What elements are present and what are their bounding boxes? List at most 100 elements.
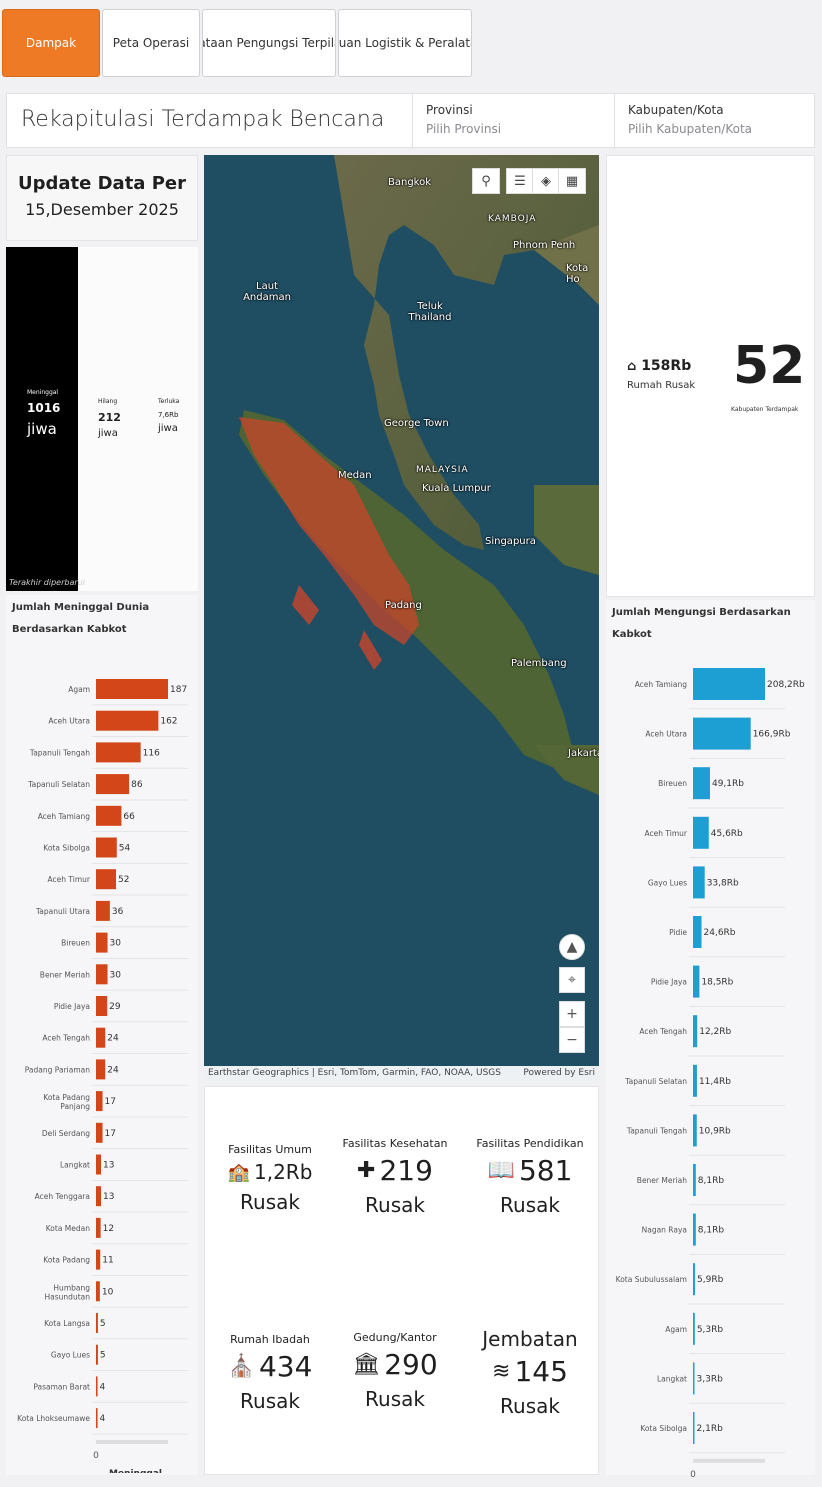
compass-button[interactable]: ▲ (559, 934, 585, 960)
value-label: 8,1Rb (698, 1226, 725, 1236)
provinsi-label: Provinsi (426, 103, 473, 117)
map-view[interactable]: Bangkok KAMBOJA Phnom Penh Kota Ho Laut … (204, 155, 599, 1082)
value-label: 12 (103, 1224, 114, 1234)
bar (693, 1164, 696, 1196)
zoom-in-button[interactable]: + (559, 1001, 585, 1027)
value-label: 30 (110, 970, 122, 980)
rumah-value-text: 158Rb (641, 358, 692, 374)
category-label: Langkat (657, 1374, 687, 1383)
meninggal-chart-panel: Jumlah Meninggal Dunia Berdasarkan Kabko… (6, 595, 198, 1487)
last-updated: Terakhir diperbarui (9, 578, 85, 587)
value-label: 4 (100, 1414, 106, 1424)
value-label: 162 (160, 717, 177, 727)
map-labels: Bangkok KAMBOJA Phnom Penh Kota Ho Laut … (204, 155, 599, 1082)
facility-title: Rumah Ibadah (230, 1333, 310, 1346)
category-label: Kota Padang Panjang (43, 1093, 90, 1111)
category-label: Agam (665, 1325, 687, 1334)
bar (693, 1312, 695, 1345)
bar (693, 1064, 697, 1097)
value-label: 36 (112, 907, 124, 917)
value-label: 187 (170, 685, 187, 695)
map-label: Bangkok (388, 177, 432, 188)
axis-scrollbar (96, 1439, 168, 1444)
value-label: 12,2Rb (699, 1027, 731, 1037)
category-label: Aceh Timur (645, 829, 688, 838)
map-layers-button[interactable]: ◈ (532, 168, 560, 194)
value-label: 8,1Rb (698, 1176, 725, 1186)
value-label: 29 (109, 1002, 121, 1012)
value-label: 24,6Rb (704, 928, 736, 938)
bar (693, 717, 751, 750)
kabupaten-terdampak-value: 52 (733, 336, 806, 396)
value-label: 11 (102, 1256, 113, 1266)
bar (693, 866, 705, 899)
facility-status: Rusak (365, 1387, 425, 1411)
map-label: MALAYSIA (416, 465, 469, 475)
value-label: 5,3Rb (697, 1325, 724, 1335)
bar (693, 916, 702, 948)
facility-value: 🏫 1,2Rb (205, 1160, 335, 1184)
terluka-value: 7,6Rb (158, 411, 179, 419)
category-label: Pidie Jaya (651, 978, 687, 987)
category-label: Kota Sibolga (43, 844, 90, 853)
category-label-line: Humbang (53, 1283, 90, 1292)
category-label-line: Kota Padang (43, 1093, 90, 1102)
facility-value: 📖 581 (465, 1154, 595, 1187)
value-label: 208,2Rb (767, 680, 805, 690)
bar (693, 1213, 696, 1246)
facility-card: Fasilitas Pendidikan 📖 581 Rusak (465, 1137, 595, 1217)
list-icon: ☰ (514, 173, 526, 189)
value-label: 17 (105, 1129, 116, 1139)
category-label: Kota Padang (43, 1256, 90, 1265)
map-legend-button[interactable]: ☰ (506, 168, 534, 194)
category-label: Tapanuli Tengah (29, 748, 90, 757)
bar (96, 964, 108, 985)
map-label: Medan (338, 470, 372, 481)
value-label: 18,5Rb (701, 978, 733, 988)
update-date: 15,Desember 2025 (25, 200, 179, 219)
facility-status: Rusak (240, 1190, 300, 1214)
tab-peta-operasi[interactable]: Peta Operasi (102, 9, 200, 77)
value-label: 5 (100, 1319, 106, 1329)
facility-value-text: 219 (379, 1154, 433, 1187)
bar (96, 774, 130, 795)
meninggal-unit: jiwa (27, 420, 57, 438)
provinsi-select[interactable]: Provinsi Pilih Provinsi (412, 94, 614, 147)
bar (96, 996, 108, 1016)
facility-status: Rusak (500, 1394, 560, 1418)
tab-pendataan-pengungsi[interactable]: Pendataan Pengungsi Terpilah (202, 9, 336, 77)
powered-by-link[interactable]: Powered by Esri (523, 1068, 595, 1078)
category-label: Agam (68, 685, 90, 694)
map-search-button[interactable]: ⚲ (472, 168, 500, 194)
locate-button[interactable]: ⌖ (559, 967, 585, 993)
compass-icon: ▲ (566, 939, 578, 955)
bar (693, 1362, 695, 1395)
kabkota-select[interactable]: Kabupaten/Kota Pilih Kabupaten/Kota (614, 94, 814, 147)
kabkota-placeholder: Pilih Kabupaten/Kota (628, 122, 753, 136)
zoom-out-button[interactable]: − (559, 1027, 585, 1053)
tab-dampak[interactable]: Dampak (2, 9, 100, 77)
meninggal-value: 1016 (27, 401, 61, 415)
axis-tick-label: 0 (690, 1470, 696, 1480)
value-label: 11,4Rb (699, 1077, 731, 1087)
kabupaten-terdampak-label: Kabupaten Terdampak (731, 406, 799, 413)
value-label: 10,9Rb (699, 1126, 731, 1136)
category-label: Kota Medan (46, 1224, 90, 1233)
bar (693, 816, 709, 849)
map-basemap-button[interactable]: ▦ (558, 168, 586, 194)
category-label: Aceh Tengah (639, 1027, 687, 1036)
casualty-stats: Meninggal 1016 jiwa Terakhir diperbarui … (6, 247, 198, 591)
chart-title: Jumlah Mengungsi Berdasarkan Kabkot (612, 607, 791, 640)
search-icon: ⚲ (481, 173, 491, 189)
value-label: 24 (107, 1065, 119, 1075)
bar (96, 1186, 102, 1207)
grid-icon: ▦ (565, 173, 579, 189)
value-label: 45,6Rb (711, 829, 743, 839)
bridge-icon: ≋ (492, 1359, 511, 1384)
value-label: 33,8Rb (707, 878, 739, 888)
bar (96, 1217, 101, 1238)
value-label: 13 (103, 1161, 114, 1171)
category-label: Tapanuli Selatan (27, 780, 90, 789)
bar (693, 767, 710, 800)
tab-bantuan-logistik[interactable]: Bantuan Logistik & Peralatan (338, 9, 472, 77)
